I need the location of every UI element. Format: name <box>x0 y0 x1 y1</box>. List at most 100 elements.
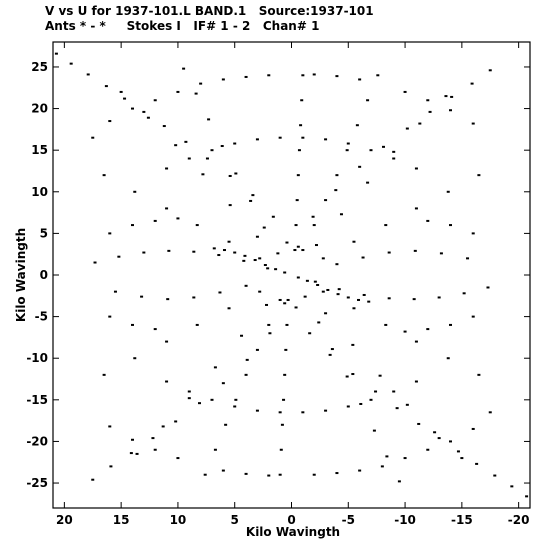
data-point <box>395 407 399 410</box>
data-point <box>218 291 222 294</box>
y-axis-ticks: 25 20 15 10 5 0 -5 -10 -15 -20 -25 <box>26 60 530 490</box>
data-point <box>403 90 407 93</box>
data-point <box>392 157 396 160</box>
data-point <box>477 174 481 177</box>
data-point <box>471 315 475 318</box>
data-point <box>195 323 199 326</box>
data-point <box>268 332 272 335</box>
data-point <box>488 69 492 72</box>
data-point <box>351 343 355 346</box>
data-point <box>359 402 363 405</box>
data-point <box>426 219 430 222</box>
y-tick-label: -25 <box>26 476 48 490</box>
data-point <box>131 224 134 227</box>
data-point <box>384 323 388 326</box>
data-point <box>165 340 169 343</box>
x-tick-label: -10 <box>394 513 416 527</box>
data-point <box>285 323 289 326</box>
y-tick-label: -10 <box>26 351 48 365</box>
data-point <box>133 190 137 193</box>
data-point <box>153 448 157 451</box>
data-point <box>129 452 133 455</box>
data-point <box>366 181 370 184</box>
data-point <box>167 249 171 252</box>
data-point <box>187 390 191 393</box>
data-point <box>174 420 178 423</box>
data-point <box>317 321 321 324</box>
data-point <box>460 457 464 460</box>
data-point <box>243 254 247 257</box>
data-point <box>296 174 300 177</box>
data-point <box>413 249 417 252</box>
data-point <box>244 472 248 475</box>
data-point <box>278 298 282 301</box>
x-axis-label: Kilo Wavingth <box>246 525 340 539</box>
y-tick-label: 5 <box>40 226 48 240</box>
data-point <box>450 95 454 98</box>
data-point <box>242 259 246 262</box>
data-point <box>525 495 529 498</box>
data-point <box>426 448 430 451</box>
data-point <box>471 122 475 125</box>
data-point <box>305 279 309 282</box>
data-point <box>311 215 315 218</box>
data-point <box>414 207 418 210</box>
data-point <box>153 99 157 102</box>
data-point <box>255 138 259 141</box>
data-point <box>346 296 350 299</box>
data-point <box>437 296 441 299</box>
data-point <box>462 292 466 295</box>
data-point <box>162 125 166 128</box>
data-point <box>265 303 269 306</box>
data-point <box>201 173 205 176</box>
data-point <box>224 423 228 426</box>
data-point <box>263 264 267 267</box>
data-point <box>376 74 380 77</box>
data-point <box>312 473 316 476</box>
data-point <box>466 257 470 260</box>
data-point <box>113 290 117 293</box>
data-point <box>326 288 330 291</box>
data-point <box>286 298 290 301</box>
data-point <box>330 348 334 351</box>
data-point <box>119 90 123 93</box>
data-point <box>176 90 180 93</box>
chart-title: V vs U for 1937-101.L BAND.1 Source:1937… <box>45 4 374 18</box>
data-point <box>294 224 298 227</box>
data-point <box>328 353 332 356</box>
data-point <box>387 251 391 254</box>
data-point <box>316 283 320 286</box>
data-point <box>184 140 188 143</box>
data-point <box>285 241 289 244</box>
data-point <box>267 474 271 477</box>
data-point <box>221 382 225 385</box>
data-point <box>165 167 169 170</box>
data-point <box>131 323 134 326</box>
data-point <box>267 323 271 326</box>
data-point <box>187 397 191 400</box>
data-point <box>182 67 186 70</box>
data-point <box>176 217 180 220</box>
data-point <box>199 82 203 85</box>
data-point <box>312 224 316 227</box>
data-point <box>346 142 350 145</box>
data-point <box>255 348 259 351</box>
data-point <box>195 224 199 227</box>
data-point <box>403 330 407 333</box>
data-point <box>358 78 362 81</box>
data-point <box>227 240 231 243</box>
data-point <box>266 267 270 270</box>
data-point <box>357 298 361 301</box>
data-point <box>133 357 137 360</box>
data-point <box>418 122 422 125</box>
data-point <box>108 120 112 123</box>
data-point <box>227 307 231 310</box>
data-point <box>262 226 266 229</box>
data-point <box>221 78 225 81</box>
data-point <box>324 409 328 412</box>
y-tick-label: -20 <box>26 434 48 448</box>
data-point <box>378 374 382 377</box>
data-point <box>174 144 178 147</box>
data-point <box>210 398 214 401</box>
data-point <box>301 136 305 139</box>
